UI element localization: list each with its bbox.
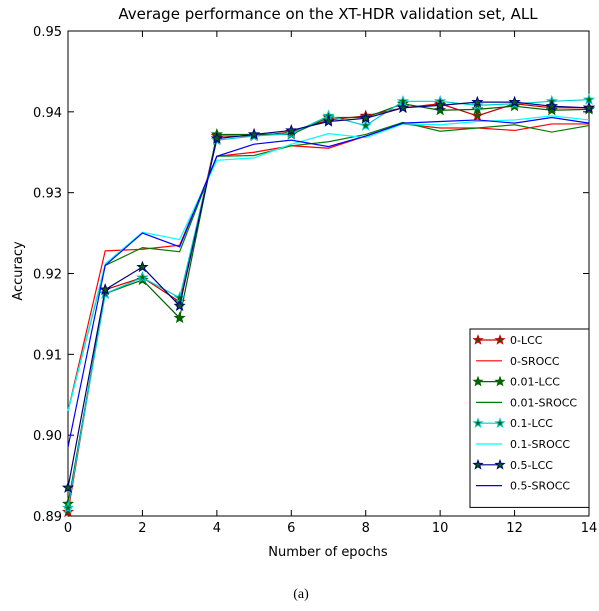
y-tick-label: 0.90	[33, 429, 62, 444]
data-point-star	[471, 109, 484, 122]
data-point-star	[434, 103, 447, 116]
x-tick-label: 0	[64, 521, 72, 536]
legend-label: 0.01-LCC	[510, 376, 560, 389]
y-tick-label: 0.89	[33, 510, 62, 525]
legend-entry: 0.01-LCC	[472, 375, 560, 389]
legend-entry: 0-SROCC	[476, 355, 560, 368]
legend-entry: 0.01-SROCC	[476, 396, 577, 409]
y-tick-label: 0.94	[33, 106, 62, 121]
series-0_01-SROCC	[67, 121, 590, 412]
y-tick-label: 0.92	[33, 268, 62, 283]
x-tick-label: 10	[432, 521, 449, 536]
x-axis-label: Number of epochs	[268, 545, 388, 560]
data-point-star	[322, 115, 335, 127]
legend-entry: 0-LCC	[472, 334, 543, 347]
data-point-star	[471, 95, 484, 108]
data-point-star	[396, 101, 410, 113]
data-point-star	[285, 123, 298, 136]
legend-marker	[494, 334, 506, 345]
data-point-star	[582, 101, 596, 113]
axis-ticks: 0 2 4 6 8 10 12 14 0.89 0.90 0.91 0.92 0.93 0.94 0.95	[33, 25, 597, 536]
x-tick-label: 6	[287, 521, 295, 536]
data-point-star	[136, 260, 149, 273]
data-point-star	[210, 132, 223, 144]
y-tick-label: 0.91	[33, 348, 62, 363]
legend: 0-LCC 0-SROCC 0.01-LCC 0.01-SROCC 0.1-LCC 0.1…	[469, 328, 590, 508]
series-line	[67, 115, 590, 412]
data-point-star	[434, 98, 447, 111]
legend-entries: 0-LCC 0-SROCC 0.01-LCC 0.01-SROCC 0.1-LCC 0.1…	[472, 334, 577, 493]
x-tick-label: 2	[138, 521, 146, 536]
data-point-star	[173, 311, 186, 324]
data-point-star	[99, 283, 112, 295]
data-point-star	[359, 111, 372, 124]
series-0_1-SROCC	[67, 115, 590, 412]
data-point-star	[61, 505, 75, 518]
series-0-SROCC	[67, 123, 589, 412]
legend-entry: 0.1-SROCC	[476, 438, 570, 451]
y-tick-label: 0.95	[33, 25, 62, 40]
y-axis-label: Accuracy	[11, 241, 26, 301]
legend-label: 0.1-LCC	[510, 417, 553, 430]
series-line	[67, 123, 589, 412]
data-point-star	[359, 119, 372, 131]
data-point-star	[173, 299, 186, 312]
data-point-star	[285, 127, 298, 139]
legend-label: 0.5-LCC	[510, 459, 553, 472]
x-tick-label: 4	[213, 521, 221, 536]
data-point-star	[508, 95, 521, 108]
plot-area: 0 2 4 6 8 10 12 14 0.89 0.90 0.91 0.92 0.93 0.94 0.95	[33, 25, 597, 536]
data-point-star	[136, 271, 149, 283]
data-point-star	[545, 99, 558, 112]
data-point-star	[545, 103, 558, 116]
data-point-star	[471, 102, 484, 115]
series-0_5-LCC	[61, 95, 596, 493]
y-tick-label: 0.93	[33, 187, 62, 202]
legend-entry: 0.1-LCC	[472, 417, 553, 430]
legend-marker	[472, 334, 484, 345]
series-line	[67, 121, 590, 412]
legend-marker	[472, 417, 484, 428]
x-tick-label: 14	[581, 521, 598, 536]
series-line	[67, 116, 590, 448]
x-tick-label: 12	[506, 521, 523, 536]
legend-label: 0-LCC	[510, 334, 543, 347]
data-point-star	[99, 287, 112, 299]
legend-marker	[472, 375, 484, 387]
x-tick-label: 8	[362, 521, 370, 536]
legend-marker	[472, 458, 484, 470]
data-point-star	[61, 501, 75, 514]
figure-caption: (a)	[293, 587, 309, 602]
legend-label: 0.5-SROCC	[510, 480, 570, 493]
legend-frame	[469, 328, 590, 508]
series-0_5-SROCC	[67, 116, 590, 448]
legend-label: 0-SROCC	[510, 355, 560, 368]
legend-label: 0.01-SROCC	[510, 396, 577, 409]
series-layer	[61, 93, 596, 518]
legend-marker	[494, 375, 506, 387]
data-point-star	[247, 128, 261, 140]
data-point-star	[471, 98, 484, 111]
legend-entry: 0.5-SROCC	[476, 480, 570, 493]
legend-entry: 0.5-LCC	[472, 458, 553, 472]
legend-marker	[494, 458, 506, 470]
legend-marker	[494, 417, 506, 428]
legend-label: 0.1-SROCC	[510, 438, 570, 451]
chart-title: Average performance on the XT-HDR valida…	[118, 5, 538, 23]
data-point-star	[61, 481, 75, 493]
